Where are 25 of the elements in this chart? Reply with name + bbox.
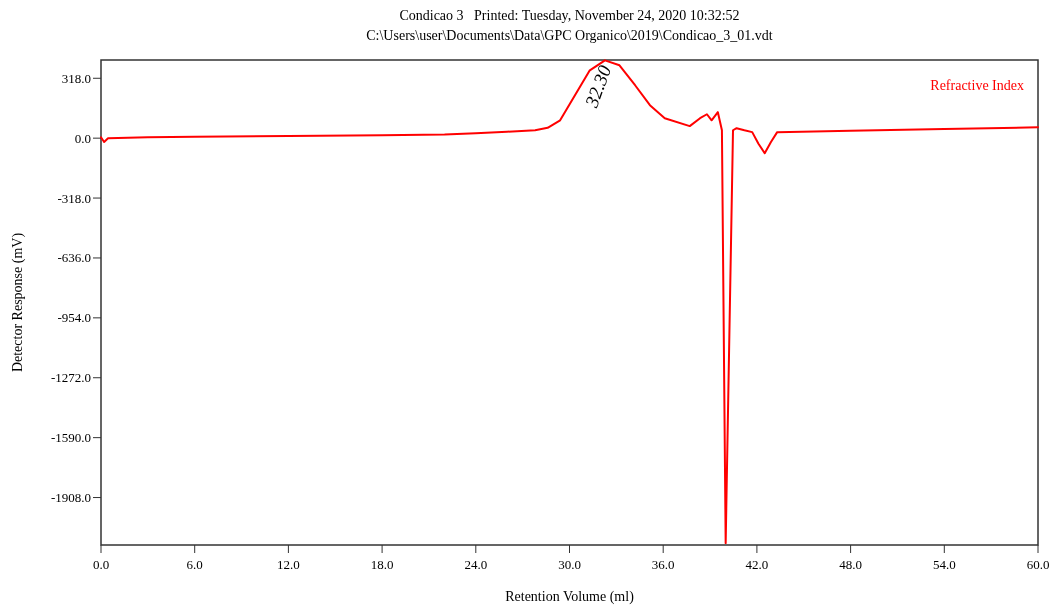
y-tick-label: -954.0 — [57, 310, 91, 326]
x-tick-label: 48.0 — [839, 557, 862, 572]
chart-subtitle: C:\Users\user\Documents\Data\GPC Organico\2019\Condicao_3_01.vdt — [366, 28, 773, 43]
x-tick-label: 24.0 — [464, 557, 488, 572]
x-tick-label: 0.0 — [92, 557, 110, 572]
x-tick-label: 18.0 — [370, 557, 394, 572]
x-tick-label: 60.0 — [1026, 557, 1050, 572]
y-tick-label: -636.0 — [57, 250, 91, 266]
text: Refractive Index — [930, 78, 1024, 93]
x-tick-label: 12.0 — [277, 557, 300, 572]
y-tick-label: -1590.0 — [50, 430, 91, 446]
annotation: 32.30 — [580, 62, 616, 111]
x-tick-label: 42.0 — [745, 557, 769, 572]
x-axis-title: Retention Volume (ml) — [505, 589, 635, 605]
y-tick-label: 0.0 — [74, 130, 91, 146]
x-tick-label: 54.0 — [932, 557, 956, 572]
x-tick-label: 6.0 — [186, 557, 203, 572]
chart-title: Condicao 3 Printed: Tuesday, November 24, 2020 10:32:52 — [399, 8, 740, 23]
y-tick-label: 318.0 — [61, 70, 91, 86]
y-tick-label: -318.0 — [57, 190, 91, 206]
y-tick-label: -1272.0 — [50, 370, 91, 386]
y-tick-label: -1908.0 — [50, 490, 91, 506]
y-axis-title: Detector Response (mV) — [10, 232, 26, 373]
x-tick-label: 36.0 — [651, 557, 675, 572]
x-tick-label: 30.0 — [558, 557, 581, 572]
